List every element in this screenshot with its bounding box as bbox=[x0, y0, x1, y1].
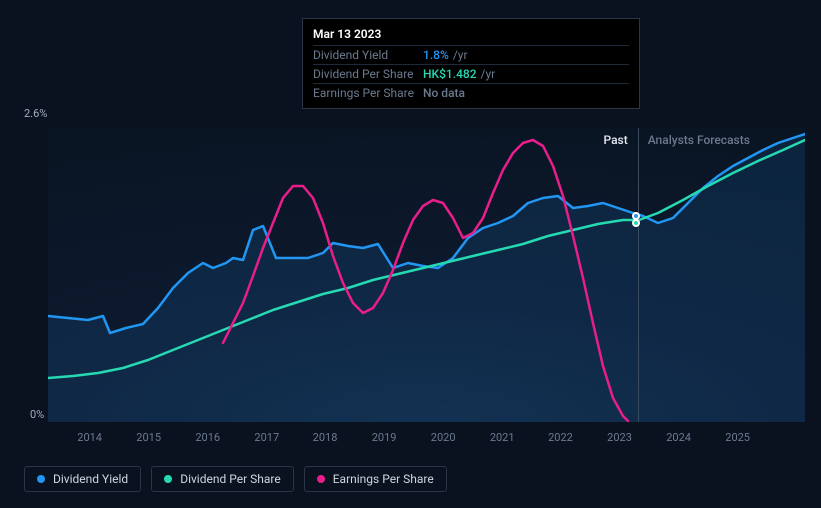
tooltip-row: Dividend Yield1.8% /yr bbox=[313, 45, 629, 64]
x-tick: 2018 bbox=[313, 431, 338, 444]
x-tick: 2022 bbox=[548, 431, 573, 444]
x-tick: 2025 bbox=[725, 431, 750, 444]
legend-dot-icon bbox=[37, 475, 45, 483]
tooltip-row-unit: /yr bbox=[481, 67, 496, 81]
x-tick: 2016 bbox=[195, 431, 220, 444]
tooltip-row-value: 1.8% bbox=[423, 48, 449, 62]
tooltip-row-unit: /yr bbox=[453, 48, 468, 62]
chart-tooltip: Mar 13 2023 Dividend Yield1.8%/yrDividen… bbox=[302, 18, 640, 109]
tooltip-row: Earnings Per ShareNo data bbox=[313, 83, 629, 102]
legend-label: Dividend Yield bbox=[53, 472, 128, 486]
chart-plot-area[interactable]: Past Analysts Forecasts bbox=[48, 128, 805, 422]
hover-marker bbox=[632, 219, 640, 227]
past-forecast-divider bbox=[638, 128, 639, 422]
legend-dot-icon bbox=[317, 475, 325, 483]
tooltip-date: Mar 13 2023 bbox=[313, 27, 629, 41]
legend-item[interactable]: Earnings Per Share bbox=[304, 466, 447, 492]
legend-item[interactable]: Dividend Yield bbox=[24, 466, 141, 492]
region-label-forecast: Analysts Forecasts bbox=[648, 133, 750, 147]
chart-lines-svg bbox=[48, 128, 805, 422]
x-tick: 2020 bbox=[431, 431, 456, 444]
legend-dot-icon bbox=[164, 475, 172, 483]
legend-item[interactable]: Dividend Per Share bbox=[151, 466, 294, 492]
series-fill bbox=[48, 134, 805, 422]
tooltip-row-label: Dividend Yield bbox=[313, 48, 423, 62]
y-axis-max-label: 2.6% bbox=[24, 107, 47, 120]
x-axis: 2014 2015 2016 2017 2018 2019 2020 2021 2022 2023… bbox=[48, 431, 805, 451]
x-tick: 2019 bbox=[372, 431, 397, 444]
tooltip-row-value: No data bbox=[423, 86, 465, 100]
tooltip-row: Dividend Per ShareHK$1.482/yr bbox=[313, 64, 629, 83]
chart-legend: Dividend Yield Dividend Per Share Earnings… bbox=[24, 466, 447, 492]
x-tick: 2023 bbox=[607, 431, 632, 444]
x-tick: 2017 bbox=[254, 431, 279, 444]
legend-label: Earnings Per Share bbox=[333, 472, 434, 486]
x-tick: 2014 bbox=[77, 431, 102, 444]
x-tick: 2021 bbox=[490, 431, 515, 444]
tooltip-row-value: HK$1.482 bbox=[423, 67, 477, 81]
x-tick: 2024 bbox=[666, 431, 691, 444]
legend-label: Dividend Per Share bbox=[180, 472, 281, 486]
region-label-past: Past bbox=[603, 133, 627, 147]
tooltip-row-label: Earnings Per Share bbox=[313, 86, 423, 100]
y-axis-min-label: 0% bbox=[30, 408, 44, 421]
tooltip-row-label: Dividend Per Share bbox=[313, 67, 423, 81]
x-tick: 2015 bbox=[136, 431, 161, 444]
